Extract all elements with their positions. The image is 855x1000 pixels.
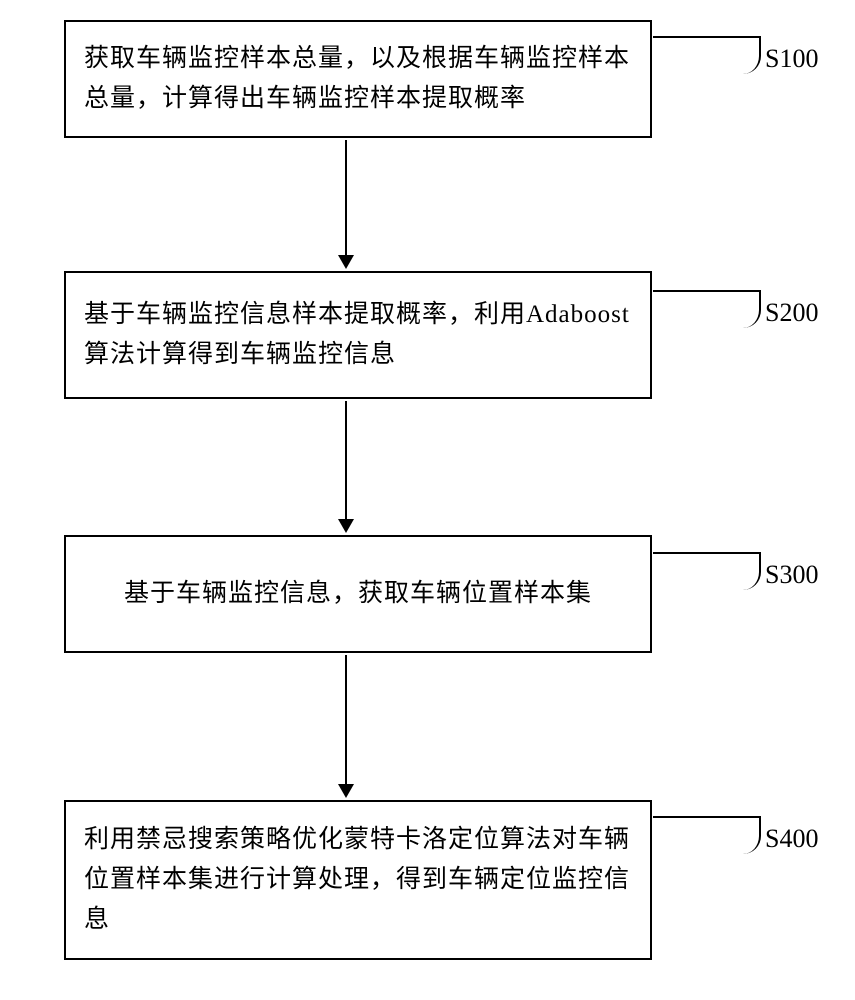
- flow-step-s400: 利用禁忌搜索策略优化蒙特卡洛定位算法对车辆位置样本集进行计算处理，得到车辆定位监…: [64, 800, 652, 960]
- connector-s300: [653, 552, 761, 590]
- arrow-s100-s200: [345, 140, 347, 257]
- flow-step-s200-text: 基于车辆监控信息样本提取概率，利用Adaboost算法计算得到车辆监控信息: [84, 295, 632, 375]
- arrow-head-s100-s200: [338, 255, 354, 269]
- step-label-s200: S200: [765, 298, 818, 328]
- step-label-s400: S400: [765, 824, 818, 854]
- arrow-head-s200-s300: [338, 519, 354, 533]
- flow-step-s300-text: 基于车辆监控信息，获取车辆位置样本集: [124, 574, 592, 614]
- flow-step-s100: 获取车辆监控样本总量，以及根据车辆监控样本总量，计算得出车辆监控样本提取概率: [64, 20, 652, 138]
- flowchart-container: 获取车辆监控样本总量，以及根据车辆监控样本总量，计算得出车辆监控样本提取概率 S…: [0, 0, 855, 1000]
- flow-step-s300: 基于车辆监控信息，获取车辆位置样本集: [64, 535, 652, 653]
- step-label-s100: S100: [765, 44, 818, 74]
- step-label-s300: S300: [765, 560, 818, 590]
- connector-s400: [653, 816, 761, 854]
- connector-s100: [653, 36, 761, 74]
- flow-step-s400-text: 利用禁忌搜索策略优化蒙特卡洛定位算法对车辆位置样本集进行计算处理，得到车辆定位监…: [84, 820, 632, 940]
- flow-step-s200: 基于车辆监控信息样本提取概率，利用Adaboost算法计算得到车辆监控信息: [64, 271, 652, 399]
- arrow-s300-s400: [345, 655, 347, 786]
- connector-s200: [653, 290, 761, 328]
- arrow-s200-s300: [345, 401, 347, 521]
- flow-step-s100-text: 获取车辆监控样本总量，以及根据车辆监控样本总量，计算得出车辆监控样本提取概率: [84, 39, 632, 119]
- arrow-head-s300-s400: [338, 784, 354, 798]
